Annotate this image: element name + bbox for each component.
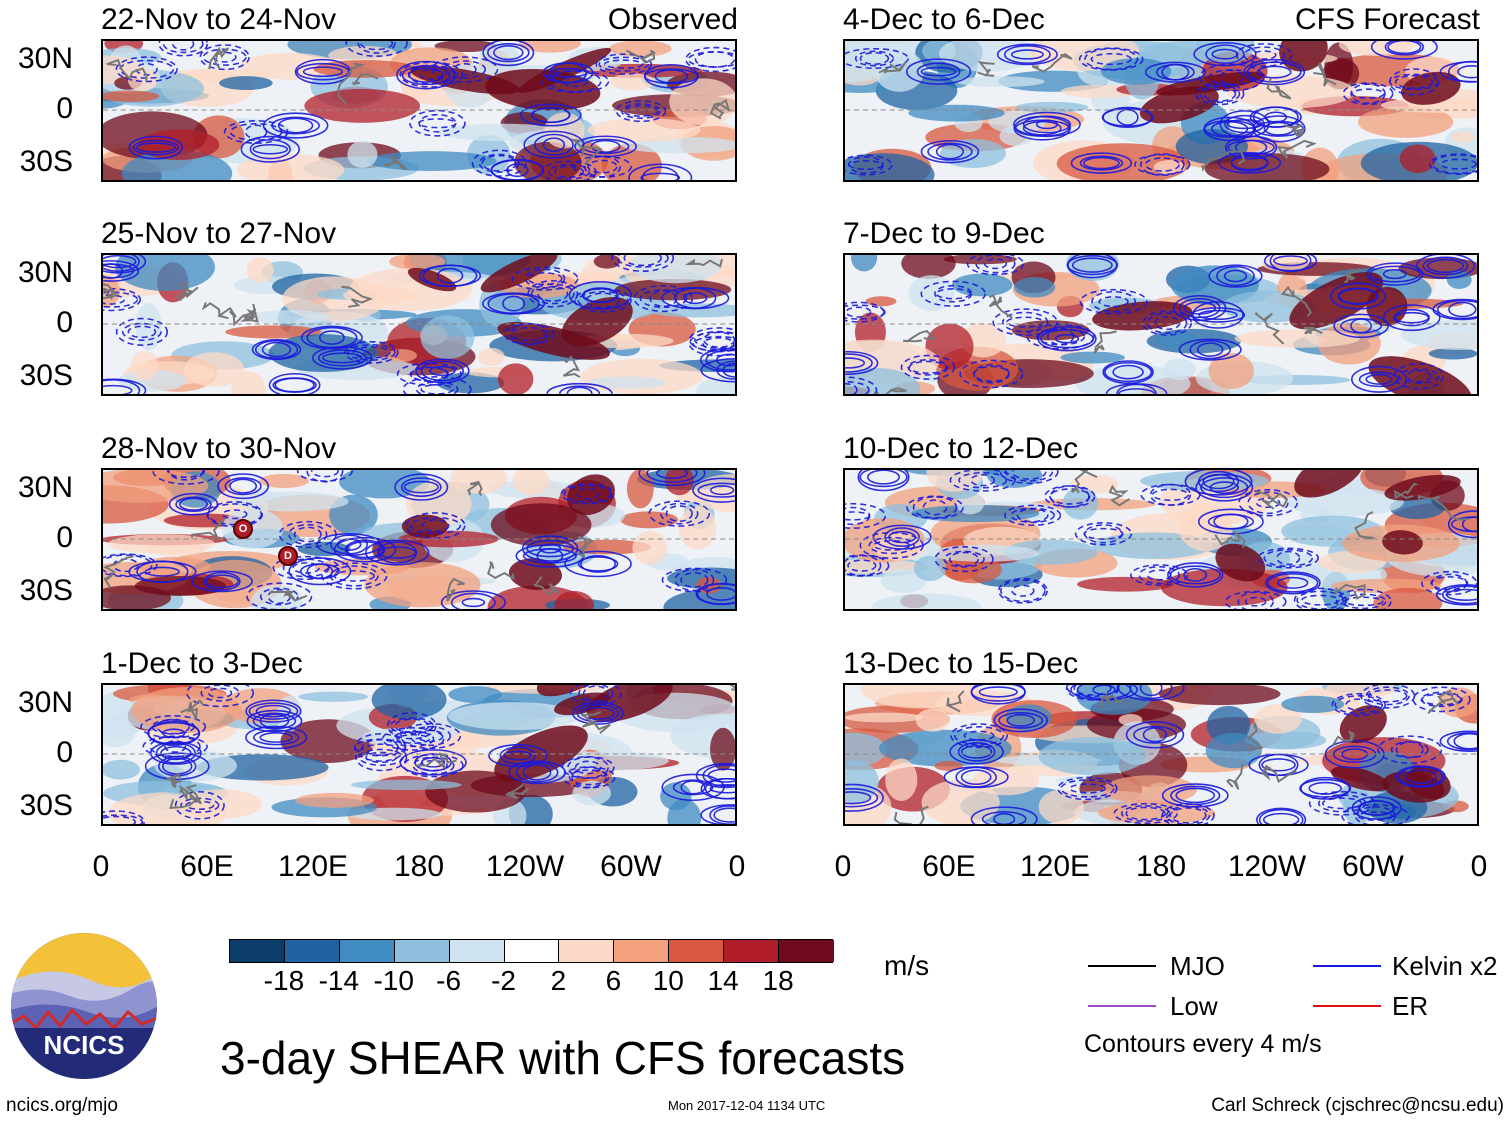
- lon-label-fc-5: 60W: [1342, 850, 1404, 883]
- colorbar-label-6: 6: [605, 965, 622, 996]
- map-panel-fc-1: [843, 39, 1479, 182]
- colorbar-box-0: [230, 940, 285, 962]
- lon-label-obs-6: 0: [728, 850, 746, 883]
- panel-title-obs-3: 28-Nov to 30-Nov: [101, 432, 337, 465]
- lon-label-obs-5: 60W: [600, 850, 662, 883]
- colorbar-box-3: [394, 940, 450, 962]
- panel-title-obs-2: 25-Nov to 27-Nov: [101, 217, 337, 250]
- lon-label-obs-4: 120W: [485, 850, 565, 883]
- legend-er-line: [1313, 1005, 1381, 1007]
- colorbar-box-1: [284, 940, 340, 962]
- colorbar: [229, 939, 834, 963]
- map-panel-obs-2: [101, 253, 737, 396]
- colorbar-box-7: [614, 940, 670, 962]
- cfs-forecast-label: CFS Forecast: [1294, 3, 1480, 36]
- map-panel-obs-3: [101, 468, 737, 611]
- logo-text: NCICS: [44, 1030, 125, 1060]
- lon-label-fc-3: 180: [1135, 850, 1187, 883]
- lat-label-row3-30s: 30S: [19, 574, 73, 607]
- panel-title-obs-1: 22-Nov to 24-Nov: [101, 3, 337, 36]
- map-panel-fc-3: [843, 468, 1479, 611]
- panel-title-obs-4: 1-Dec to 3-Dec: [101, 647, 303, 680]
- legend-kelvin-line: [1313, 965, 1381, 967]
- colorbar-box-9: [724, 940, 780, 962]
- colorbar-label-4: -2: [491, 965, 516, 996]
- lat-label-row4-30s: 30S: [19, 789, 73, 822]
- panel-title-fc-2: 7-Dec to 9-Dec: [843, 217, 1045, 250]
- panel-title-fc-3: 10-Dec to 12-Dec: [843, 432, 1079, 465]
- shear-field-obs-4: [103, 685, 735, 824]
- footer-timestamp: Mon 2017-12-04 1134 UTC: [668, 1098, 826, 1113]
- lat-label-row2-0: 0: [56, 306, 73, 339]
- lon-label-fc-6: 0: [1470, 850, 1488, 883]
- colorbar-label-5: 2: [550, 965, 567, 996]
- colorbar-label-2: -10: [373, 965, 414, 996]
- colorbar-label-3: -6: [436, 965, 462, 996]
- shear-field-obs-1: [103, 41, 735, 180]
- colorbar-label-0: -18: [263, 965, 305, 996]
- panel-title-fc-4: 13-Dec to 15-Dec: [843, 647, 1079, 680]
- legend-note: Contours every 4 m/s: [1084, 1030, 1322, 1058]
- main-title: 3-day SHEAR with CFS forecasts: [220, 1032, 906, 1084]
- lat-label-row4-0: 0: [56, 736, 73, 769]
- lon-label-fc-1: 60E: [922, 850, 976, 883]
- colorbar-label-1: -14: [318, 965, 360, 996]
- colorbar-box-10: [779, 940, 834, 962]
- colorbar-box-4: [449, 940, 505, 962]
- lon-label-fc-0: 0: [834, 850, 852, 883]
- colorbar-box-5: [504, 940, 560, 962]
- observed-label: Observed: [607, 3, 738, 36]
- legend-kelvin-label: Kelvin x2: [1392, 951, 1498, 981]
- storm-o-marker: O: [233, 519, 253, 539]
- colorbar-box-8: [669, 940, 725, 962]
- colorbar-label-7: 10: [652, 965, 684, 996]
- lat-label-row3-30n: 30N: [17, 471, 73, 504]
- legend-mjo-line: [1088, 965, 1156, 967]
- lat-label-row3-0: 0: [56, 521, 73, 554]
- lat-label-row1-30n: 30N: [17, 42, 73, 75]
- shear-field-obs-3: [103, 470, 735, 609]
- lat-label-row1-30s: 30S: [19, 145, 73, 178]
- shear-field-fc-2: [845, 255, 1477, 394]
- lon-label-obs-0: 0: [92, 850, 110, 883]
- footer-url: ncics.org/mjo: [6, 1095, 118, 1116]
- colorbar-units: m/s: [884, 950, 930, 981]
- shear-field-fc-4: [845, 685, 1477, 824]
- lon-label-obs-1: 60E: [180, 850, 234, 883]
- legend-low-line: [1088, 1005, 1156, 1007]
- legend-low-label: Low: [1170, 991, 1218, 1021]
- shear-field-fc-1: [845, 41, 1477, 180]
- lon-label-obs-2: 120E: [277, 850, 349, 883]
- lon-label-fc-4: 120W: [1227, 850, 1307, 883]
- map-panel-fc-4: [843, 683, 1479, 826]
- footer-credit: Carl Schreck (cjschrec@ncsu.edu): [1211, 1095, 1504, 1116]
- ncics-logo: NCICS: [10, 932, 158, 1080]
- colorbar-box-2: [339, 940, 395, 962]
- lat-label-row2-30n: 30N: [17, 256, 73, 289]
- lon-label-obs-3: 180: [393, 850, 445, 883]
- colorbar-label-9: 18: [762, 965, 794, 996]
- lat-label-row4-30n: 30N: [17, 686, 73, 719]
- storm-d-marker: D: [278, 546, 298, 566]
- colorbar-label-8: 14: [707, 965, 739, 996]
- map-panel-obs-1: [101, 39, 737, 182]
- legend-mjo-label: MJO: [1170, 951, 1225, 981]
- lat-label-row2-30s: 30S: [19, 359, 73, 392]
- lat-label-row1-0: 0: [56, 92, 73, 125]
- colorbar-box-6: [559, 940, 615, 962]
- lon-label-fc-2: 120E: [1019, 850, 1091, 883]
- shear-field-obs-2: [103, 255, 735, 394]
- shear-field-fc-3: [845, 470, 1477, 609]
- panel-title-fc-1: 4-Dec to 6-Dec: [843, 3, 1045, 36]
- map-panel-obs-4: [101, 683, 737, 826]
- map-panel-fc-2: [843, 253, 1479, 396]
- legend-er-label: ER: [1392, 991, 1429, 1021]
